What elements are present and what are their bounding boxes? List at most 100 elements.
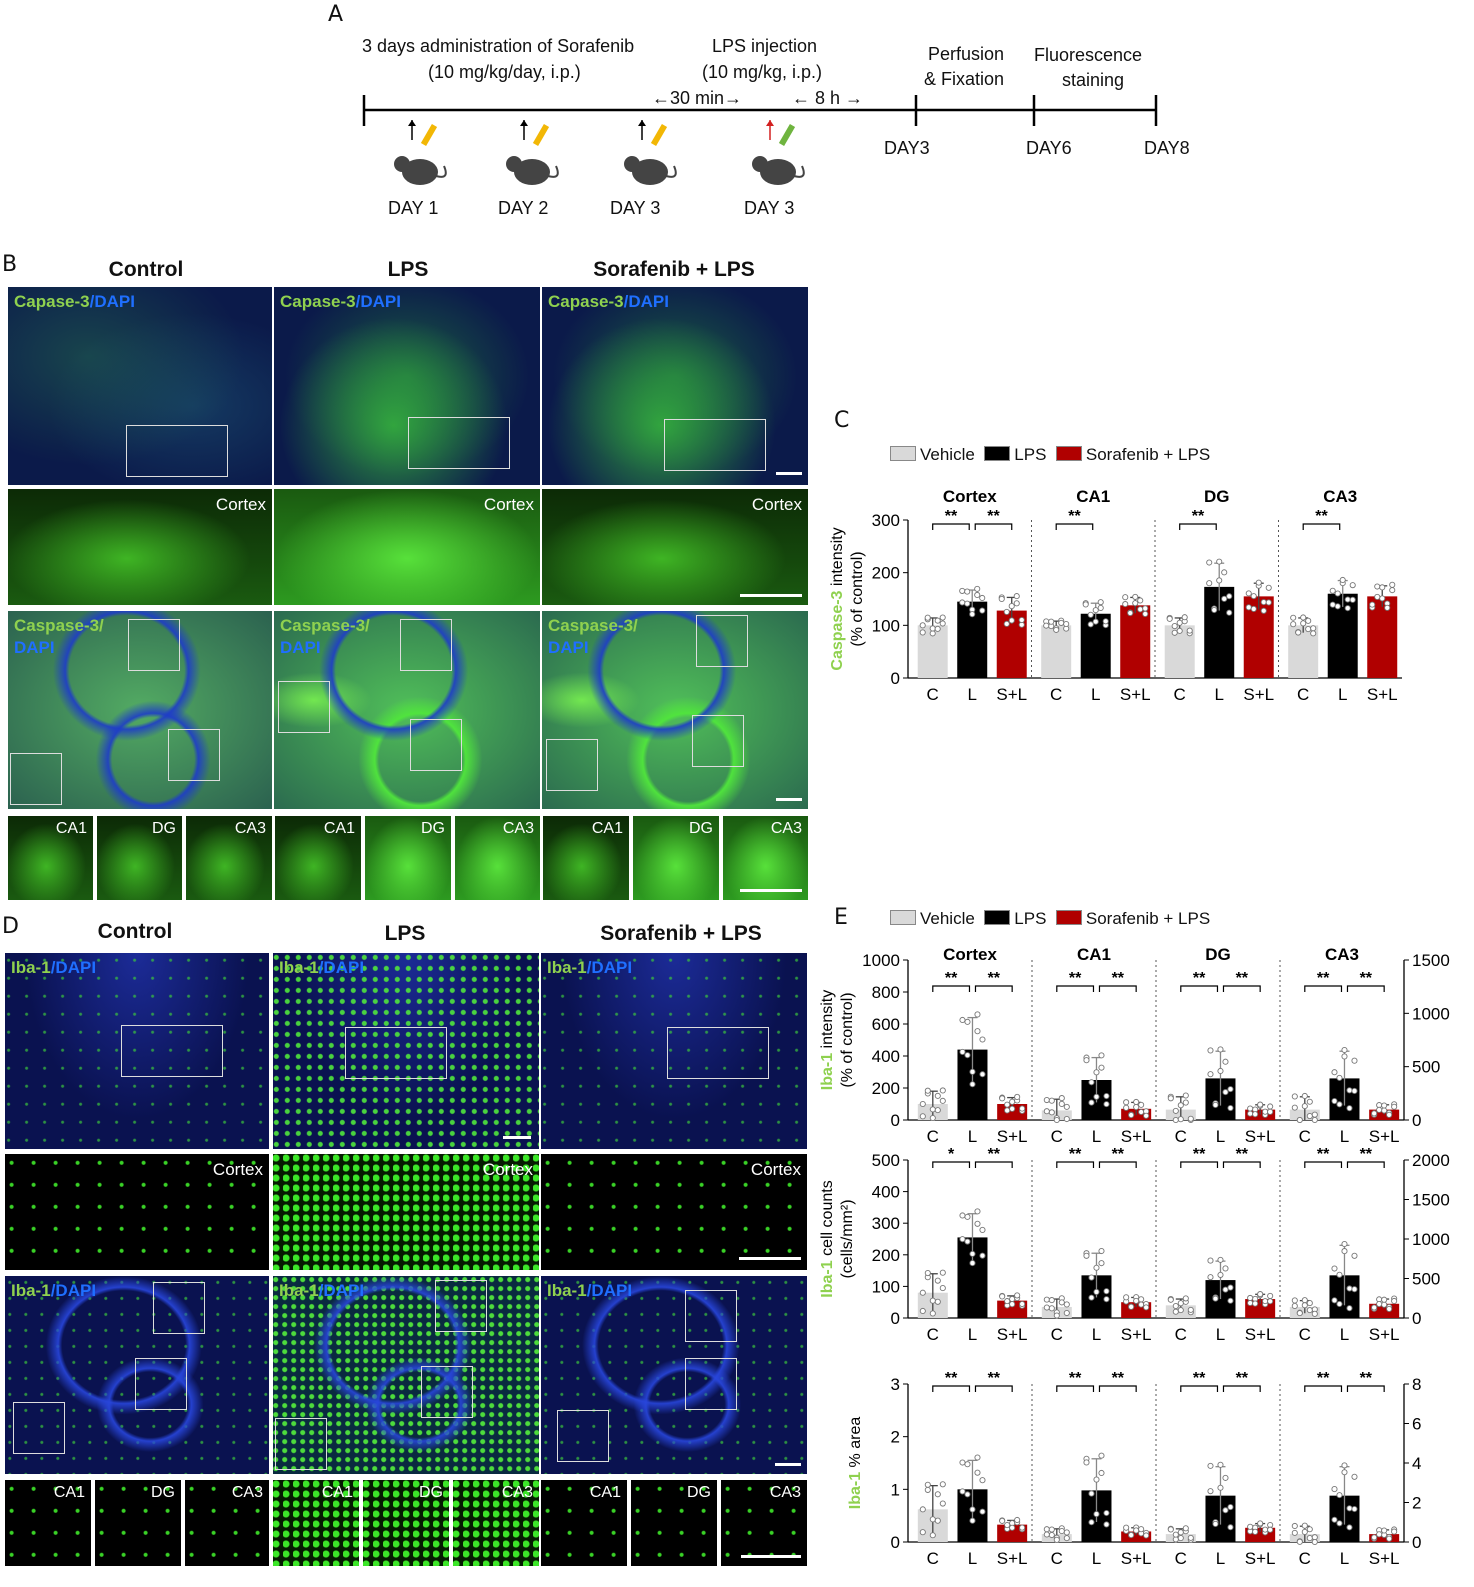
ca1-label: CA1	[323, 820, 355, 837]
image-iba-ca3-sorlps: CA3	[721, 1480, 807, 1566]
data-point	[1103, 1296, 1110, 1303]
significance-mark: **	[1317, 1372, 1330, 1387]
roi-box	[121, 1025, 223, 1077]
data-point	[1103, 1092, 1110, 1100]
data-point	[1227, 1524, 1234, 1531]
x-tick-label: C	[927, 1127, 939, 1146]
significance-bracket	[1056, 1385, 1095, 1392]
data-point	[939, 1285, 946, 1292]
data-point	[939, 1269, 946, 1276]
cortex-label: Cortex	[750, 1160, 801, 1179]
data-point	[964, 1052, 971, 1059]
significance-mark: **	[1068, 508, 1081, 525]
timeline-diagram	[362, 95, 1158, 185]
data-point	[1336, 1492, 1343, 1499]
x-tick-label: C	[927, 685, 939, 704]
data-point	[1093, 1511, 1100, 1518]
data-point	[1257, 1520, 1264, 1527]
data-point	[934, 1517, 941, 1524]
image-iba-ca1-lps: CA1	[273, 1480, 359, 1566]
y-label-measure: intensity	[829, 527, 846, 590]
scale-bar	[775, 1463, 801, 1466]
legend-swatch-sorlps	[1055, 910, 1082, 925]
data-point	[1003, 620, 1010, 627]
data-point	[1336, 1074, 1343, 1081]
x-tick-label: L	[1340, 1325, 1349, 1344]
data-point	[1043, 1296, 1050, 1303]
significance-bracket	[1179, 523, 1217, 530]
data-point	[1371, 1304, 1378, 1311]
bar	[1245, 1109, 1276, 1120]
legend-swatch-vehicle	[890, 446, 916, 461]
data-point	[1379, 595, 1386, 602]
data-point	[1291, 1093, 1298, 1100]
data-point	[1250, 593, 1257, 600]
y2-tick-label: 1500	[1412, 1191, 1450, 1210]
roi-box	[345, 1027, 447, 1079]
stain-label: Caspase-3/DAPI	[280, 616, 370, 657]
data-point	[1262, 1526, 1269, 1533]
data-point	[1138, 1526, 1145, 1533]
data-point	[1381, 1301, 1388, 1308]
data-point	[1004, 1298, 1011, 1305]
lps-dose: (10 mg/kg, i.p.)	[702, 62, 823, 82]
data-point	[959, 1212, 966, 1219]
x-tick-label: C	[1050, 685, 1062, 704]
data-point	[1018, 616, 1025, 624]
data-point	[969, 1517, 976, 1524]
data-point	[1097, 604, 1104, 611]
significance-bracket	[1098, 985, 1137, 992]
data-point	[1296, 1538, 1303, 1545]
data-point	[1290, 614, 1297, 621]
data-point	[1177, 1300, 1184, 1307]
day-label-1: DAY 1	[388, 198, 439, 218]
data-point	[934, 1298, 941, 1305]
data-point	[1019, 1300, 1026, 1308]
data-point	[1334, 603, 1341, 610]
data-point	[1207, 1071, 1214, 1078]
data-point	[1376, 1531, 1383, 1538]
data-point	[1306, 1300, 1313, 1307]
scale-bar	[741, 1555, 801, 1558]
data-point	[1331, 1516, 1338, 1523]
data-point	[1133, 1297, 1140, 1304]
data-point	[1133, 1098, 1140, 1106]
data-point	[1177, 1529, 1184, 1536]
data-point	[1137, 597, 1144, 604]
data-point	[929, 1532, 936, 1539]
y-label-stain: Iba-1	[819, 1053, 836, 1090]
roi-box-ca3	[13, 1402, 65, 1454]
data-point	[1172, 1107, 1179, 1114]
data-point	[1247, 1299, 1254, 1307]
data-point	[1088, 1519, 1095, 1526]
stain-label: Capase-3/DAPI	[548, 292, 669, 311]
significance-mark: **	[988, 1148, 1001, 1163]
x-tick-label: L	[1216, 1127, 1225, 1146]
data-point	[1167, 1526, 1174, 1533]
significance-bracket	[1346, 1161, 1385, 1168]
data-point	[1311, 1310, 1318, 1317]
data-point	[939, 1500, 946, 1507]
data-point	[959, 1016, 966, 1024]
data-point	[1247, 1110, 1254, 1117]
data-point	[929, 1106, 936, 1113]
data-point	[1296, 1310, 1303, 1317]
x-tick-label: S+L	[1120, 685, 1151, 704]
data-point	[1217, 1484, 1224, 1491]
image-caspase-cortex-control: Capase-3/DAPI	[8, 287, 272, 485]
data-point	[1216, 577, 1223, 584]
x-tick-label: S+L	[1121, 1549, 1152, 1568]
significance-mark: **	[1112, 1148, 1125, 1163]
data-point	[1171, 629, 1178, 636]
data-point	[1008, 617, 1015, 624]
data-point	[1216, 558, 1223, 565]
data-point	[1048, 1097, 1055, 1104]
data-point	[1206, 559, 1213, 566]
data-point	[1167, 1095, 1174, 1102]
data-point	[1083, 1252, 1090, 1259]
data-point	[1181, 614, 1188, 621]
data-point	[1093, 1069, 1100, 1076]
significance-bracket	[974, 1161, 1013, 1168]
data-point	[1182, 1092, 1189, 1099]
data-point	[1336, 1101, 1343, 1108]
